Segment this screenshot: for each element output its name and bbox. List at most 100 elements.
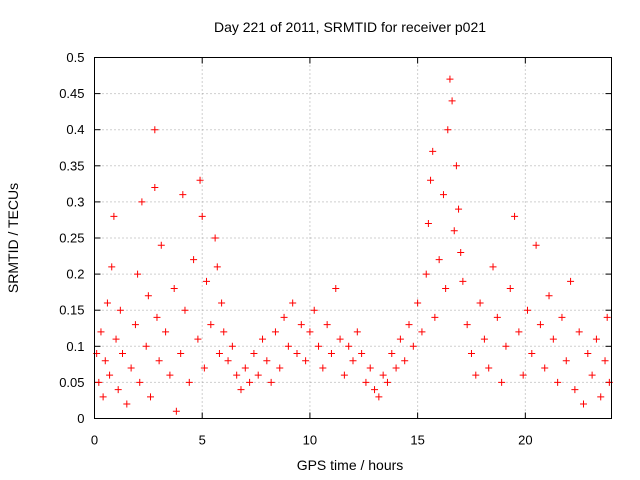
data-point (444, 126, 452, 134)
axis-ticks: 0 0.05 0.1 0.15 0.2 0.25 0.3 0.35 0.4 0.45 0.5 0 5 10… (59, 50, 612, 448)
data-point (597, 393, 605, 401)
data-point (528, 350, 536, 358)
plot-frame (94, 57, 612, 419)
data-point (166, 371, 174, 379)
data-point (459, 277, 467, 285)
data-point (545, 292, 553, 300)
data-point (106, 371, 114, 379)
chart-title: Day 221 of 2011, SRMTID for receiver p02… (214, 19, 486, 35)
data-point (267, 378, 275, 386)
data-point (200, 364, 208, 372)
data-point (172, 407, 180, 415)
data-point (435, 256, 443, 264)
data-point (327, 350, 335, 358)
data-point (424, 220, 432, 228)
data-point (523, 306, 531, 314)
data-point (127, 364, 135, 372)
data-point (220, 328, 228, 336)
data-point (112, 335, 120, 343)
data-point (131, 321, 139, 329)
data-point (485, 364, 493, 372)
data-point (489, 263, 497, 271)
data-point (562, 357, 570, 365)
data-point (567, 277, 575, 285)
data-point (414, 299, 422, 307)
data-point (142, 342, 150, 350)
data-point (123, 400, 131, 408)
data-point (536, 321, 544, 329)
data-point (233, 371, 241, 379)
y-tick-label: 0.1 (66, 339, 84, 354)
data-point (215, 350, 223, 358)
data-point (549, 335, 557, 343)
y-tick-label: 0 (77, 411, 84, 426)
data-point (254, 371, 262, 379)
x-tick-label: 5 (199, 433, 206, 448)
data-point (401, 357, 409, 365)
data-point (198, 212, 206, 220)
data-point (310, 306, 318, 314)
y-tick-label: 0.4 (66, 122, 84, 137)
data-point (179, 191, 187, 199)
data-point (114, 386, 122, 394)
data-point (519, 371, 527, 379)
data-point (134, 270, 142, 278)
data-point (144, 292, 152, 300)
data-point (362, 378, 370, 386)
data-point (463, 321, 471, 329)
data-point (405, 321, 413, 329)
data-point (224, 357, 232, 365)
data-point (493, 313, 501, 321)
data-point (502, 342, 510, 350)
data-point (170, 285, 178, 293)
data-point (95, 378, 103, 386)
data-point (418, 328, 426, 336)
x-tick-label: 15 (410, 433, 424, 448)
data-point (103, 299, 111, 307)
data-point (353, 328, 361, 336)
data-point (181, 306, 189, 314)
data-point (319, 364, 327, 372)
data-point (297, 321, 305, 329)
data-point (213, 263, 221, 271)
data-point (185, 378, 193, 386)
data-point (151, 183, 159, 191)
y-tick-label: 0.5 (66, 50, 84, 65)
data-point (506, 285, 514, 293)
data-point (498, 378, 506, 386)
data-point (511, 212, 519, 220)
data-point (259, 335, 267, 343)
data-point (228, 342, 236, 350)
data-point (375, 393, 383, 401)
data-point (302, 357, 310, 365)
data-point (480, 335, 488, 343)
data-point (592, 335, 600, 343)
data-point (218, 299, 226, 307)
data-point (250, 350, 258, 358)
data-points (93, 75, 613, 415)
data-point (136, 378, 144, 386)
data-point (472, 371, 480, 379)
data-point (157, 241, 165, 249)
y-tick-label: 0.15 (59, 303, 84, 318)
data-point (409, 342, 417, 350)
x-tick-label: 0 (91, 433, 98, 448)
data-point (116, 306, 124, 314)
data-point (119, 350, 127, 358)
data-point (177, 350, 185, 358)
data-point (429, 147, 437, 155)
data-point (388, 350, 396, 358)
data-point (584, 350, 592, 358)
data-point (138, 198, 146, 206)
data-point (315, 342, 323, 350)
x-tick-label: 20 (518, 433, 532, 448)
data-point (336, 335, 344, 343)
grid (94, 57, 612, 419)
data-point (151, 126, 159, 134)
data-point (427, 176, 435, 184)
y-tick-label: 0.05 (59, 375, 84, 390)
data-point (280, 313, 288, 321)
data-point (603, 313, 611, 321)
data-point (601, 357, 609, 365)
